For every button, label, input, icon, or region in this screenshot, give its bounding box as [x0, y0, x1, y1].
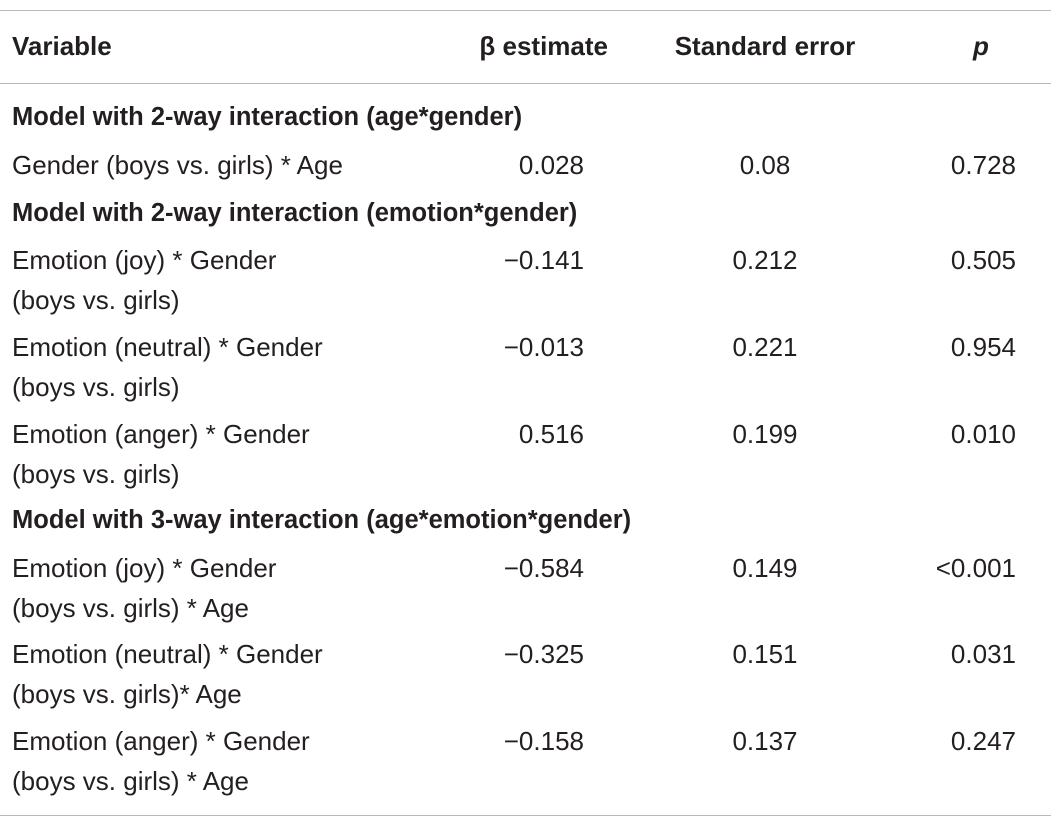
- cell-p: 0.954: [950, 332, 1016, 362]
- cell-p: <0.001: [935, 553, 1016, 583]
- cell-variable: Gender (boys vs. girls) * Age: [12, 150, 343, 180]
- cell-standard-error: 0.137: [732, 726, 798, 756]
- cell-p: 0.247: [950, 726, 1016, 756]
- cell-p: 0.031: [950, 639, 1016, 669]
- table-top-rule: [0, 10, 1051, 11]
- cell-variable: Emotion (joy) * Gender (boys vs. girls) …: [12, 553, 277, 623]
- cell-beta: −0.141: [503, 245, 584, 275]
- cell-standard-error: 0.199: [732, 419, 798, 449]
- cell-standard-error: 0.221: [732, 332, 798, 362]
- cell-variable: Emotion (neutral) * Gender (boys vs. gir…: [12, 332, 323, 402]
- cell-p: 0.010: [950, 419, 1016, 449]
- column-header-standard-error: Standard error: [674, 31, 856, 61]
- cell-p: 0.505: [950, 245, 1016, 275]
- cell-p: 0.728: [950, 150, 1016, 180]
- cell-beta: 0.028: [518, 150, 584, 180]
- cell-variable: Emotion (neutral) * Gender (boys vs. gir…: [12, 639, 323, 709]
- cell-variable: Emotion (joy) * Gender (boys vs. girls): [12, 245, 277, 315]
- cell-standard-error: 0.151: [732, 639, 798, 669]
- column-header-p: p: [973, 31, 989, 61]
- cell-beta: 0.516: [518, 419, 584, 449]
- cell-beta: −0.584: [503, 553, 584, 583]
- section-title-2way-emotion-gender: Model with 2-way interaction (emotion*ge…: [12, 199, 578, 227]
- column-header-beta-estimate: β estimate: [479, 31, 608, 61]
- column-header-variable: Variable: [12, 31, 112, 61]
- section-title-2way-age-gender: Model with 2-way interaction (age*gender…: [12, 103, 523, 131]
- table-header-rule: [0, 83, 1051, 84]
- cell-standard-error: 0.212: [732, 245, 798, 275]
- cell-variable: Emotion (anger) * Gender (boys vs. girls…: [12, 726, 310, 796]
- cell-standard-error: 0.08: [739, 150, 791, 180]
- section-title-3way-age-emotion-gender: Model with 3-way interaction (age*emotio…: [12, 506, 632, 534]
- table-bottom-rule: [0, 815, 1051, 816]
- cell-beta: −0.013: [503, 332, 584, 362]
- cell-variable: Emotion (anger) * Gender (boys vs. girls…: [12, 419, 310, 489]
- cell-beta: −0.158: [503, 726, 584, 756]
- table-header-row: Variable β estimate Standard error p: [0, 24, 1051, 72]
- cell-beta: −0.325: [503, 639, 584, 669]
- cell-standard-error: 0.149: [732, 553, 798, 583]
